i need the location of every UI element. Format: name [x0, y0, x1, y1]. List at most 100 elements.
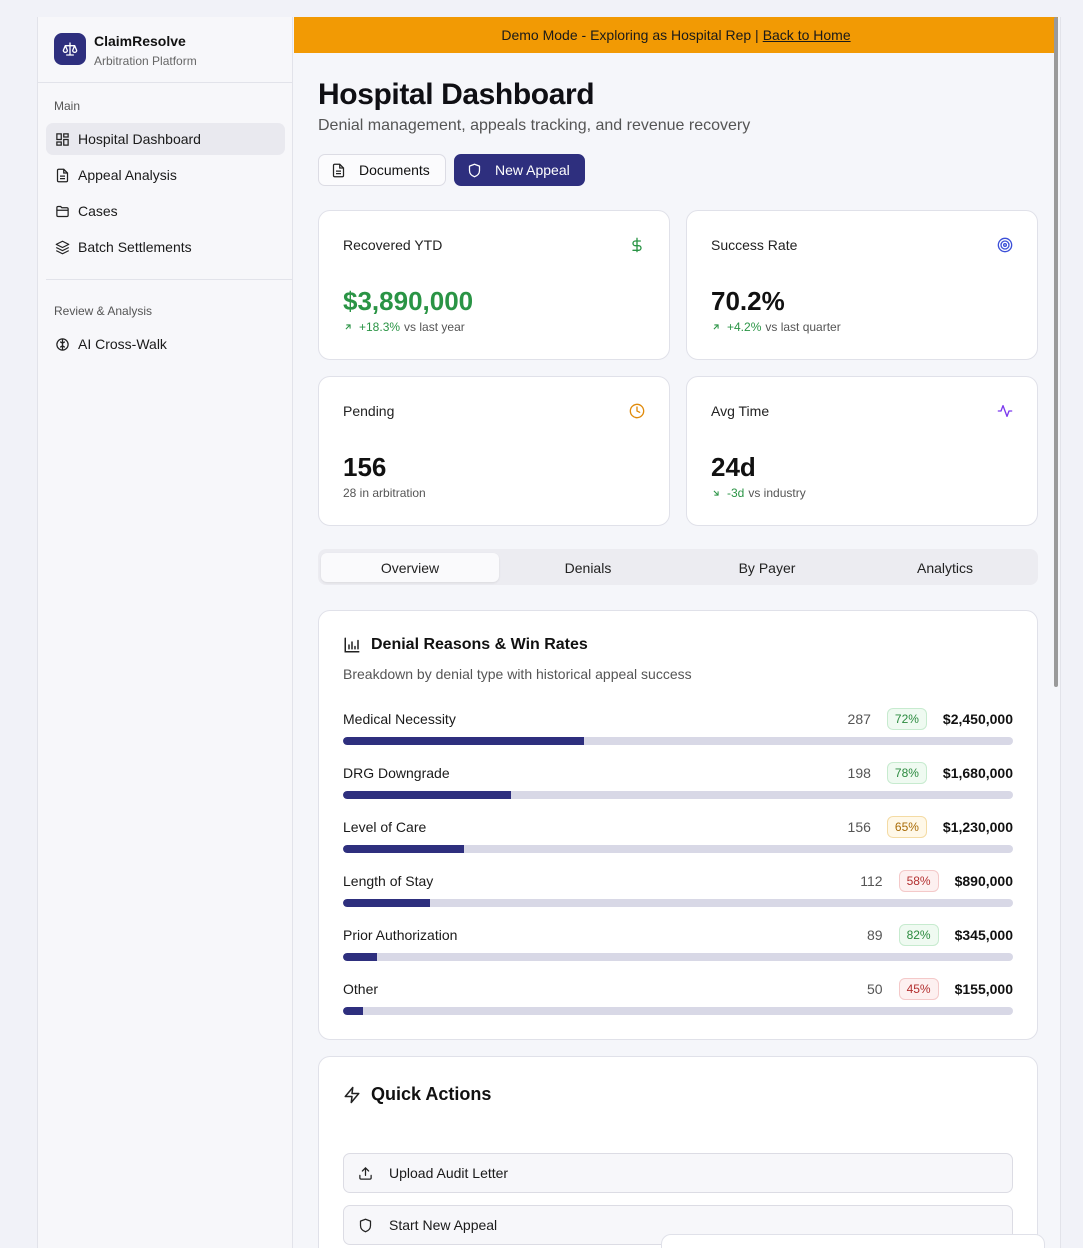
tab-overview[interactable]: Overview: [321, 553, 499, 582]
sidebar-item-label: Hospital Dashboard: [78, 131, 201, 147]
reason-bar-track: [343, 845, 1013, 853]
win-rate-badge: 72%: [886, 708, 927, 730]
stat-value: 24d: [711, 452, 756, 482]
stat-note: 28 in arbitration: [343, 486, 426, 500]
win-rate-badge: 58%: [898, 870, 939, 892]
documents-button[interactable]: Documents: [318, 154, 446, 186]
reason-count: 287: [847, 711, 871, 727]
stat-card-avg-time: Avg Time 24d -3d vs industry: [686, 376, 1038, 526]
reason-label: Other: [343, 981, 379, 997]
reason-metrics: 287 72% $2,450,000: [848, 708, 1013, 730]
layers-icon: [55, 240, 70, 254]
reason-metrics: 112 58% $890,000: [860, 870, 1013, 892]
reason-metrics: 89 82% $345,000: [867, 924, 1013, 946]
stat-label: Recovered YTD: [343, 237, 443, 253]
sidebar-item-appeal-analysis[interactable]: Appeal Analysis: [46, 159, 285, 191]
stat-delta: +4.2%: [727, 320, 762, 334]
dashboard-tabs: Overview Denials By Payer Analytics: [318, 549, 1038, 585]
brand-name: ClaimResolve: [94, 33, 186, 49]
card-title: Denial Reasons & Win Rates: [343, 636, 588, 654]
win-rate-badge: 45%: [898, 978, 939, 1000]
reason-amount: $2,450,000: [942, 711, 1013, 727]
page-title: Hospital Dashboard: [318, 78, 595, 111]
reason-bar-fill: [343, 737, 585, 745]
action-label: Upload Audit Letter: [389, 1165, 509, 1181]
arrow-up-right-icon: [713, 324, 719, 330]
dollar-icon: [632, 237, 642, 253]
reason-amount: $1,230,000: [942, 819, 1013, 835]
stat-note-text: vs last quarter: [765, 320, 841, 334]
toast-panel: [661, 1234, 1045, 1248]
reason-label: Level of Care: [343, 819, 427, 835]
reason-bar-fill: [343, 845, 464, 853]
stat-card-recovered: Recovered YTD $3,890,000 +18.3% vs last …: [318, 210, 670, 360]
app-window: ClaimResolve Arbitration Platform Main H…: [37, 17, 1061, 1248]
brand-subtitle: Arbitration Platform: [94, 54, 197, 68]
demo-banner-text: Demo Mode - Exploring as Hospital Rep |: [501, 27, 759, 43]
denial-reason-row: Prior Authorization 89 82% $345,000: [343, 924, 1013, 967]
stat-label: Success Rate: [711, 237, 798, 253]
stat-value: 70.2%: [711, 286, 785, 316]
bar-chart-icon: [344, 637, 360, 653]
denial-reason-row: Length of Stay 112 58% $890,000: [343, 870, 1013, 913]
sidebar-section-main: Main: [54, 99, 81, 113]
reason-amount: $890,000: [954, 873, 1013, 889]
reason-count: 198: [847, 765, 871, 781]
win-rate-badge: 65%: [886, 816, 927, 838]
arrow-up-right-icon: [345, 324, 351, 330]
upload-audit-letter-button[interactable]: Upload Audit Letter: [343, 1153, 1013, 1193]
folder-icon: [56, 205, 69, 217]
reason-count: 89: [866, 927, 883, 943]
sidebar-item-label: AI Cross-Walk: [78, 336, 167, 352]
sidebar-section-review: Review & Analysis: [54, 304, 153, 318]
stat-label: Avg Time: [711, 403, 770, 419]
new-appeal-button[interactable]: New Appeal: [454, 154, 585, 186]
sidebar-item-cases[interactable]: Cases: [46, 195, 285, 227]
win-rate-badge: 78%: [886, 762, 927, 784]
reason-bar-track: [343, 953, 1013, 961]
reason-label: DRG Downgrade: [343, 765, 450, 781]
stat-delta: -3d: [727, 486, 745, 500]
denial-reason-row: Other 50 45% $155,000: [343, 978, 1013, 1021]
reason-metrics: 50 45% $155,000: [867, 978, 1013, 1000]
reason-bar-track: [343, 899, 1013, 907]
sidebar-item-label: Batch Settlements: [78, 239, 192, 255]
reason-label: Medical Necessity: [343, 711, 456, 727]
arrow-down-right-icon: [713, 490, 719, 496]
denial-reason-row: Medical Necessity 287 72% $2,450,000: [343, 708, 1013, 751]
shield-icon: [359, 1218, 372, 1232]
quick-actions-card: Quick Actions Upload Audit Letter Start …: [318, 1056, 1038, 1248]
lightning-icon: [344, 1086, 360, 1103]
sidebar-item-batch-settlements[interactable]: Batch Settlements: [46, 231, 285, 263]
activity-icon: [997, 405, 1013, 417]
sidebar-item-label: Cases: [78, 203, 118, 219]
reason-amount: $155,000: [954, 981, 1013, 997]
shield-icon: [468, 163, 481, 177]
stat-note-text: 28 in arbitration: [343, 486, 426, 500]
denial-reasons-subtitle: Breakdown by denial type with historical…: [343, 666, 692, 682]
quick-actions-title: Quick Actions: [371, 1084, 492, 1104]
sidebar-item-label: Appeal Analysis: [78, 167, 177, 183]
reason-count: 112: [860, 873, 883, 889]
sidebar-divider: [46, 279, 293, 280]
reason-count: 50: [866, 981, 883, 997]
stat-note-text: vs last year: [404, 320, 465, 334]
demo-banner: Demo Mode - Exploring as Hospital Rep | …: [294, 17, 1058, 53]
tab-analytics[interactable]: Analytics: [916, 559, 974, 576]
scrollbar[interactable]: [1054, 17, 1058, 687]
new-appeal-label: New Appeal: [495, 162, 570, 178]
sidebar-item-ai-cross-walk[interactable]: AI Cross-Walk: [46, 328, 285, 360]
stat-note-text: vs industry: [748, 486, 806, 500]
clock-icon: [629, 403, 645, 419]
tab-denials[interactable]: Denials: [564, 559, 612, 576]
stat-value: 156: [343, 452, 387, 482]
main-content: Demo Mode - Exploring as Hospital Rep | …: [294, 17, 1058, 1248]
sidebar-item-hospital-dashboard[interactable]: Hospital Dashboard: [46, 123, 285, 155]
denial-reason-row: Level of Care 156 65% $1,230,000: [343, 816, 1013, 859]
denial-reason-row: DRG Downgrade 198 78% $1,680,000: [343, 762, 1013, 805]
tab-by-payer[interactable]: By Payer: [738, 559, 796, 576]
back-to-home-link[interactable]: Back to Home: [762, 27, 851, 43]
stat-card-pending: Pending 156 28 in arbitration: [318, 376, 670, 526]
reason-amount: $1,680,000: [942, 765, 1013, 781]
reason-label: Length of Stay: [343, 873, 434, 889]
